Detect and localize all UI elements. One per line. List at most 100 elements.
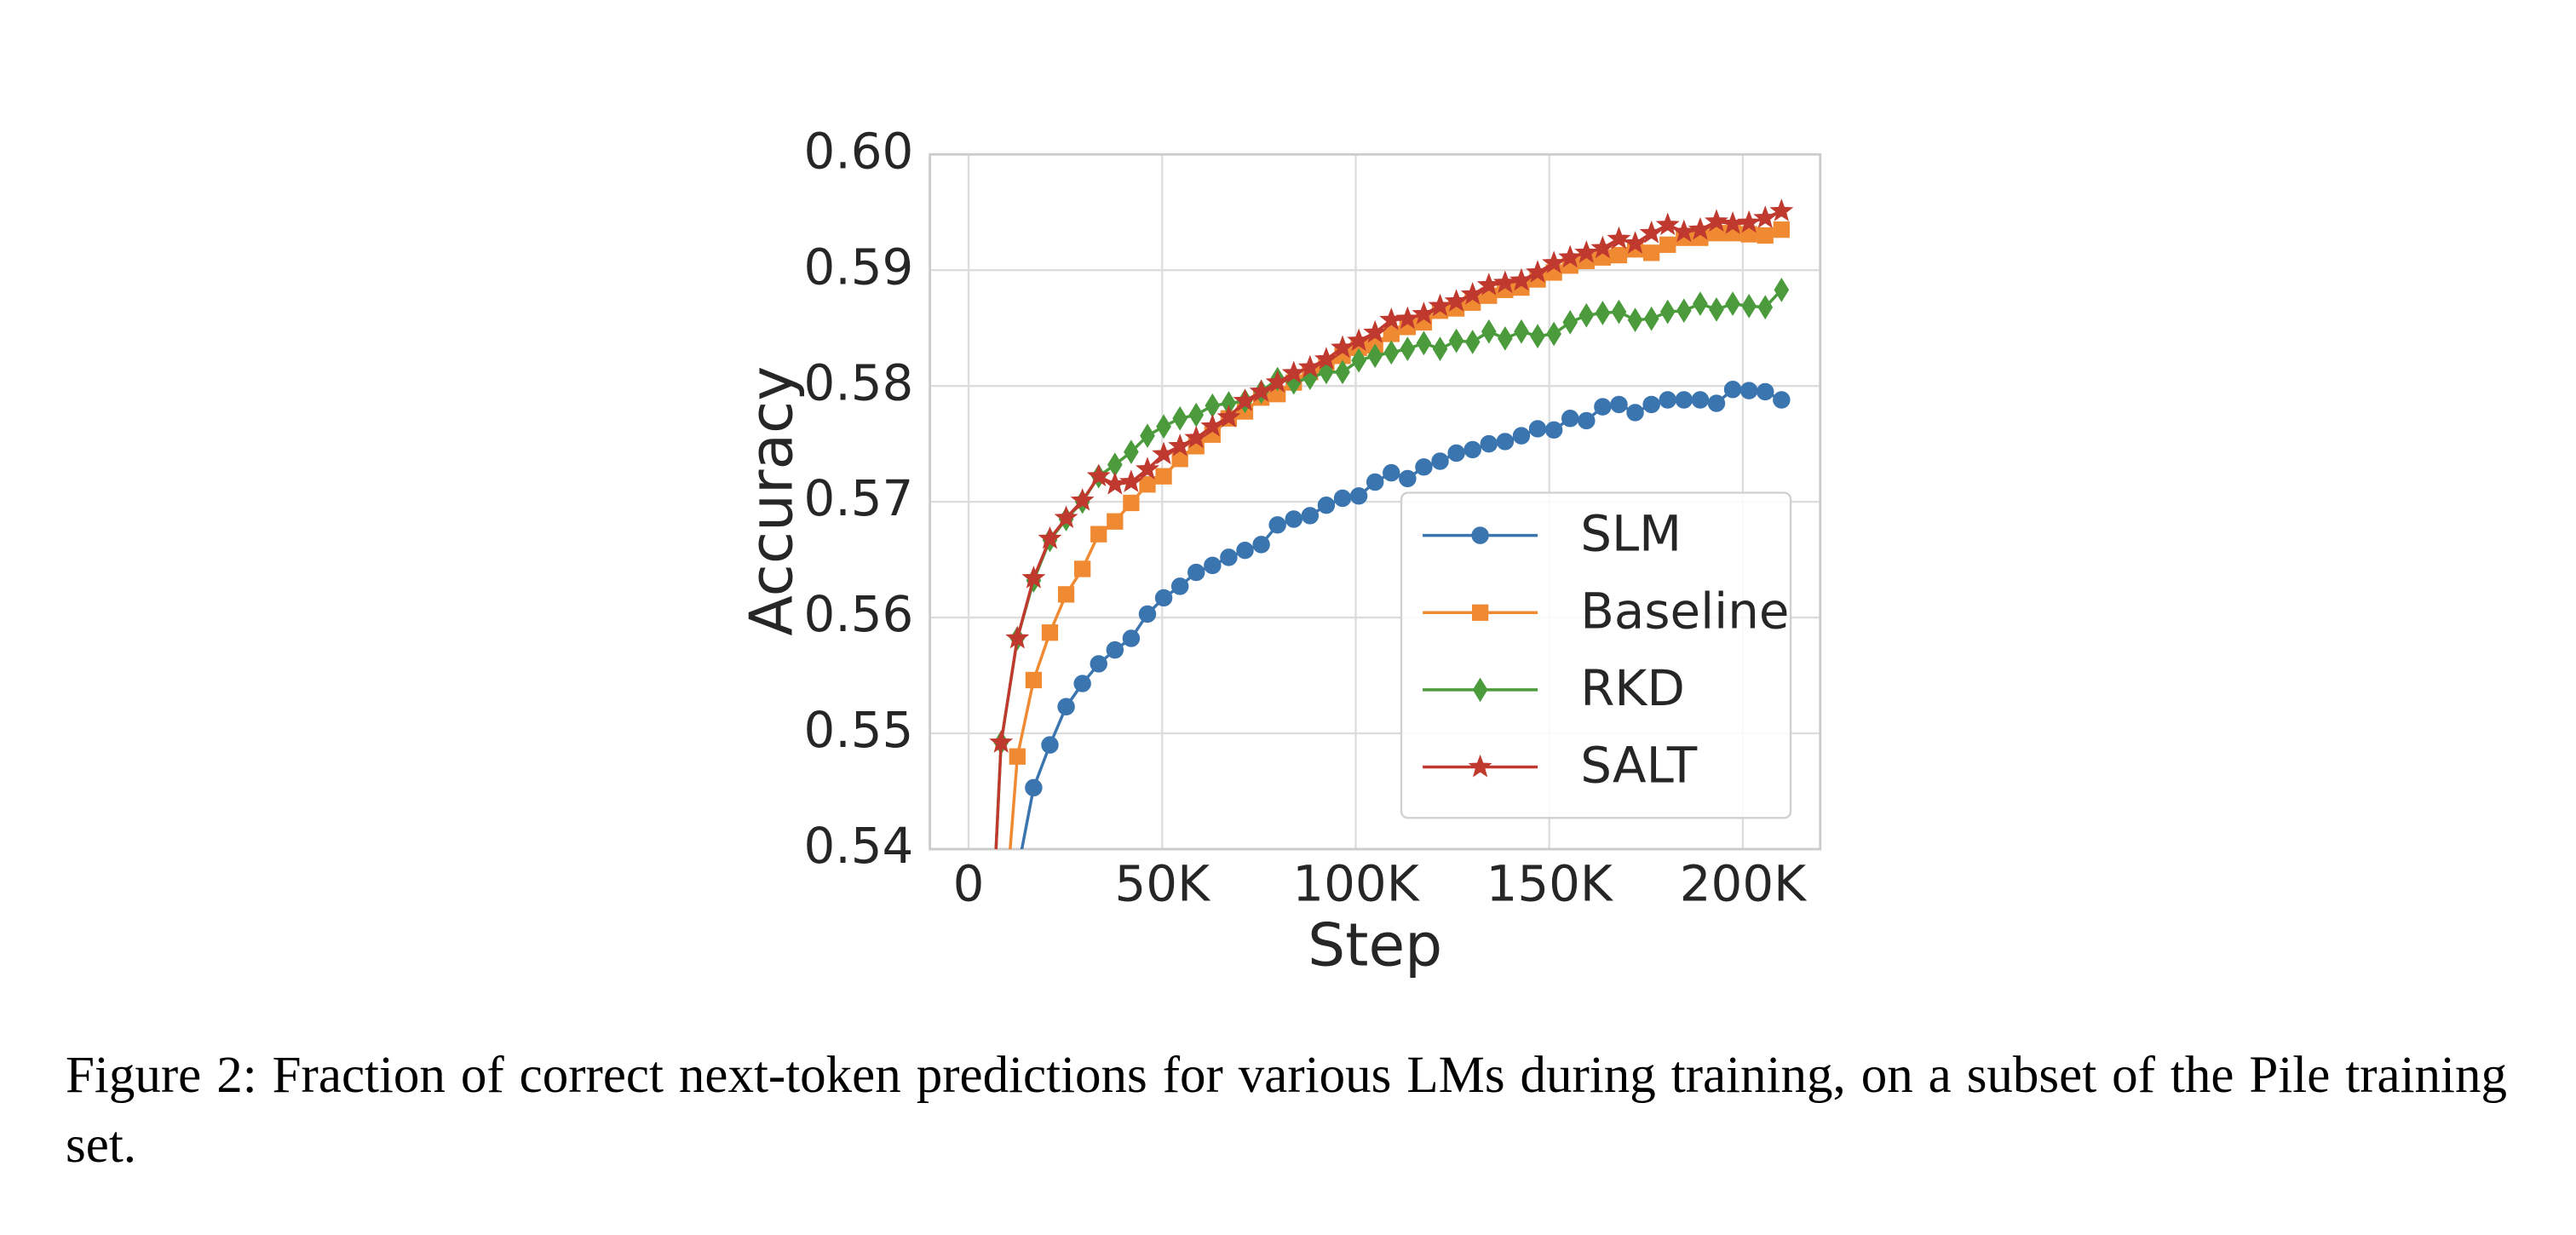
marker xyxy=(1025,671,1043,689)
marker xyxy=(1054,505,1078,529)
marker xyxy=(1009,748,1026,765)
marker xyxy=(1268,516,1286,534)
marker xyxy=(1496,433,1515,451)
marker xyxy=(1464,330,1481,354)
marker xyxy=(1741,293,1757,319)
marker xyxy=(1737,210,1762,233)
marker xyxy=(1659,236,1676,253)
marker xyxy=(1671,219,1696,243)
x-tick-label: 200K xyxy=(1680,854,1808,912)
legend-label: SALT xyxy=(1580,737,1698,795)
marker xyxy=(1481,319,1497,344)
marker xyxy=(1106,640,1124,659)
marker xyxy=(1265,370,1290,393)
marker xyxy=(1610,395,1628,414)
marker xyxy=(1009,864,1026,881)
marker xyxy=(1073,675,1091,692)
marker xyxy=(1691,391,1710,409)
y-axis-label: Accuracy xyxy=(738,366,806,636)
marker xyxy=(1400,336,1416,362)
marker xyxy=(1639,220,1664,244)
y-tick-label: 0.60 xyxy=(804,122,914,180)
x-axis-label: Step xyxy=(1308,912,1442,980)
marker xyxy=(1236,541,1254,560)
marker xyxy=(1363,319,1388,343)
marker xyxy=(1542,250,1567,273)
marker xyxy=(1512,427,1531,445)
marker xyxy=(1331,335,1355,359)
marker xyxy=(1220,549,1238,566)
x-tick-label: 50K xyxy=(1114,854,1211,912)
marker xyxy=(1281,360,1306,384)
marker xyxy=(1118,469,1143,492)
marker xyxy=(1187,563,1205,582)
marker xyxy=(1659,299,1676,325)
marker xyxy=(1399,469,1417,488)
marker xyxy=(1476,273,1501,296)
marker xyxy=(1757,382,1774,401)
marker xyxy=(1676,298,1692,324)
legend-label: SLM xyxy=(1580,505,1682,563)
marker xyxy=(1252,536,1270,554)
legend-label: RKD xyxy=(1580,659,1685,717)
marker xyxy=(1057,698,1075,715)
marker xyxy=(1070,488,1095,511)
marker xyxy=(994,957,1009,972)
marker xyxy=(1558,244,1583,268)
marker xyxy=(1526,260,1550,283)
marker xyxy=(1753,205,1778,228)
marker xyxy=(1184,425,1209,449)
marker xyxy=(989,730,1014,753)
marker xyxy=(1428,293,1452,317)
marker xyxy=(1773,391,1791,409)
marker xyxy=(1249,379,1274,402)
plot-border xyxy=(929,152,1822,851)
marker xyxy=(1057,586,1075,603)
marker xyxy=(1655,212,1680,236)
marker xyxy=(1333,489,1352,508)
marker xyxy=(1366,473,1384,491)
y-tick-label: 0.59 xyxy=(804,238,914,296)
x-tick-label: 100K xyxy=(1292,854,1420,912)
marker xyxy=(1544,421,1563,439)
marker xyxy=(1415,458,1433,476)
marker xyxy=(1498,326,1513,351)
marker xyxy=(1335,359,1350,385)
marker xyxy=(1005,625,1030,649)
y-tick-label: 0.55 xyxy=(804,701,914,759)
marker xyxy=(1383,340,1400,365)
marker xyxy=(1124,439,1139,465)
marker xyxy=(1351,348,1366,373)
plot-area xyxy=(989,198,1794,972)
marker xyxy=(1349,487,1368,505)
marker xyxy=(1107,513,1124,530)
marker xyxy=(1757,227,1774,244)
marker xyxy=(1444,289,1469,312)
x-tick-label: 0 xyxy=(953,854,985,912)
marker xyxy=(1705,209,1728,233)
marker xyxy=(1431,452,1449,470)
marker xyxy=(1233,388,1257,411)
marker xyxy=(1594,398,1612,416)
figure-caption: Figure 2: Fraction of correct next-token… xyxy=(66,1047,2507,1174)
marker xyxy=(1347,328,1371,352)
marker xyxy=(1739,382,1758,399)
y-tick-label: 0.54 xyxy=(804,817,914,875)
marker xyxy=(1155,468,1172,485)
marker xyxy=(1561,410,1579,428)
marker xyxy=(1530,324,1545,349)
marker xyxy=(1432,336,1448,362)
marker xyxy=(1090,526,1107,543)
y-tick-label: 0.57 xyxy=(804,469,914,527)
marker xyxy=(1395,306,1420,330)
marker xyxy=(1168,434,1193,457)
marker xyxy=(1562,310,1578,335)
marker xyxy=(1156,414,1171,439)
marker xyxy=(1611,299,1627,325)
marker xyxy=(1610,246,1628,264)
marker xyxy=(1170,577,1189,595)
marker xyxy=(1627,307,1643,333)
marker xyxy=(1297,354,1322,378)
marker xyxy=(1693,291,1708,317)
